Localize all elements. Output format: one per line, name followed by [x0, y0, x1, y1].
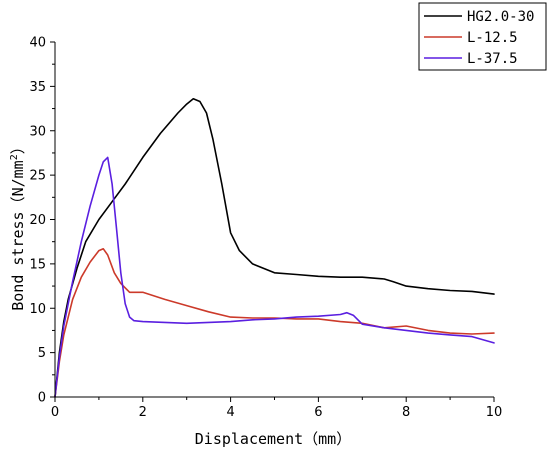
y-axis-title-superscript: 2	[9, 154, 20, 160]
legend: HG2.0-30 L-12.5 L-37.5	[418, 2, 547, 71]
y-tick-label: 0	[38, 391, 46, 406]
y-axis-title: Bond stress（N/mm2）	[9, 139, 27, 311]
y-axis-title-text: Bond stress（N/mm	[9, 160, 27, 310]
y-tick-label: 30	[29, 124, 46, 139]
y-tick-label: 5	[38, 346, 46, 361]
y-tick-label: 20	[29, 213, 46, 228]
legend-label-hg2-0-30: HG2.0-30	[467, 9, 534, 25]
x-tick-label: 6	[314, 405, 322, 420]
curves-layer	[54, 98, 495, 398]
y-tick-label: 10	[29, 302, 46, 317]
axes-layer: 0 2 4 6 8 10 0 5 10 15 20 25 30 35 40	[29, 36, 502, 421]
legend-entry-l-37-5: L-37.5	[424, 51, 518, 67]
x-tick-label: 10	[486, 405, 503, 420]
x-tick-label: 2	[139, 405, 147, 420]
series-line-l-37-5	[54, 156, 495, 398]
series-line-hg2-0-30	[54, 98, 495, 398]
x-tick-label: 0	[51, 405, 59, 420]
series-line-l-12-5	[54, 248, 495, 398]
legend-entry-hg2-0-30: HG2.0-30	[424, 9, 534, 25]
y-tick-label: 15	[29, 257, 46, 272]
x-tick-label: 4	[226, 405, 234, 420]
y-tick-label: 35	[29, 80, 46, 95]
x-axis-title: Displacement（mm）	[195, 430, 351, 448]
y-tick-label: 40	[29, 36, 46, 51]
legend-label-l-12-5: L-12.5	[467, 30, 518, 46]
y-axis-title-close: ）	[9, 139, 27, 154]
y-tick-label: 25	[29, 169, 46, 184]
legend-entry-l-12-5: L-12.5	[424, 30, 518, 46]
x-tick-label: 8	[402, 405, 410, 420]
legend-label-l-37-5: L-37.5	[467, 51, 518, 67]
